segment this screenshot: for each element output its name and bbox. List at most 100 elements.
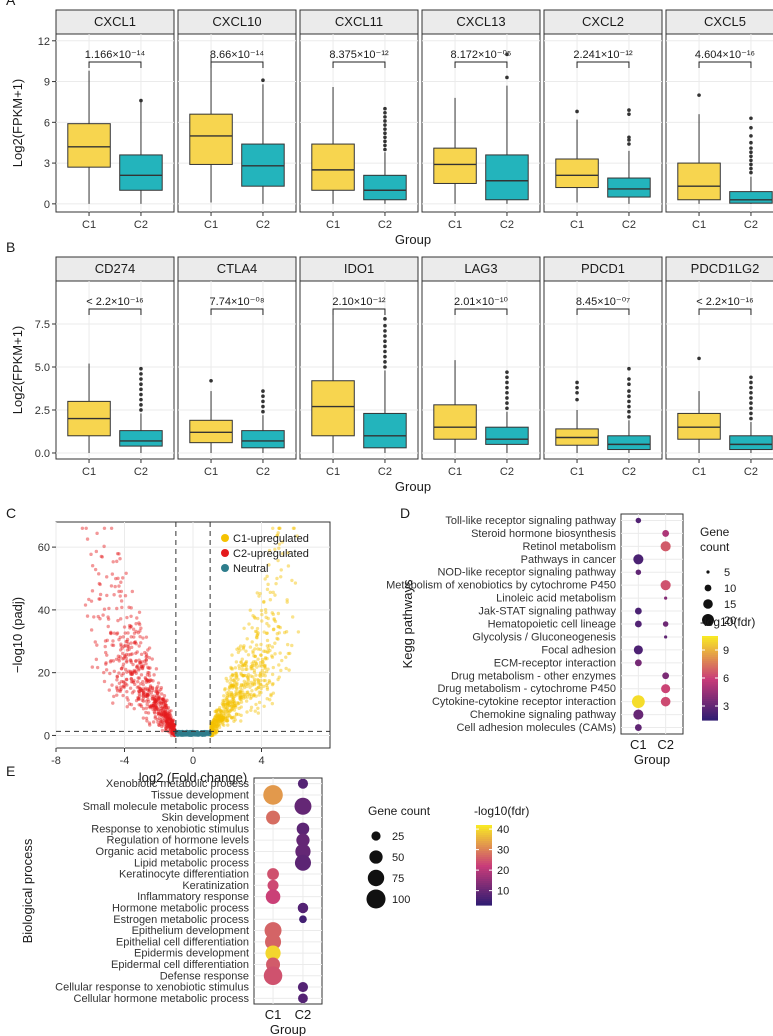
colorbar-segment <box>476 847 492 850</box>
volcano-point <box>220 722 225 726</box>
x-tick-label: C1 <box>448 219 462 231</box>
volcano-point <box>277 526 281 530</box>
volcano-point <box>221 717 225 722</box>
volcano-point <box>124 639 128 644</box>
volcano-point <box>214 713 218 718</box>
volcano-point <box>249 708 253 712</box>
volcano-point <box>250 683 255 687</box>
size-legend-key <box>369 850 383 864</box>
volcano-point <box>153 705 158 709</box>
volcano-point <box>270 655 275 659</box>
volcano-point <box>280 552 285 556</box>
volcano-point <box>168 727 173 732</box>
volcano-point <box>119 589 124 594</box>
volcano-point <box>141 694 145 698</box>
dot <box>263 966 283 986</box>
volcano-point <box>196 732 201 736</box>
volcano-point <box>129 624 133 629</box>
volcano-point <box>153 707 157 712</box>
colorbar-segment <box>476 855 492 858</box>
volcano-point <box>144 699 149 703</box>
volcano-point <box>145 677 149 682</box>
volcano-point <box>263 657 268 661</box>
volcano-point <box>168 722 172 727</box>
volcano-point <box>237 712 241 717</box>
colorbar-segment <box>702 669 718 673</box>
volcano-point <box>217 723 221 727</box>
volcano-point <box>267 624 271 628</box>
volcano-point <box>143 687 148 692</box>
volcano-point <box>215 715 220 720</box>
outlier-point <box>383 139 387 144</box>
volcano-point <box>211 725 215 729</box>
volcano-point <box>167 709 172 713</box>
volcano-point <box>170 726 175 730</box>
volcano-point <box>129 680 134 684</box>
x-tick-label: -4 <box>120 755 130 767</box>
volcano-point <box>218 709 223 713</box>
volcano-point <box>95 665 100 670</box>
x-tick-label: C2 <box>744 466 758 478</box>
volcano-point <box>119 644 123 648</box>
volcano-point <box>168 718 173 722</box>
volcano-point <box>154 686 159 690</box>
volcano-point <box>148 723 152 727</box>
volcano-point <box>229 715 233 719</box>
volcano-point <box>221 716 226 720</box>
colorbar-segment <box>476 887 492 890</box>
volcano-point <box>222 716 226 720</box>
volcano-point <box>141 694 145 698</box>
volcano-point <box>212 720 216 724</box>
volcano-point <box>224 676 228 681</box>
colorbar-segment <box>476 897 492 900</box>
colorbar-segment <box>702 648 718 652</box>
outlier-point <box>505 396 509 400</box>
volcano-point <box>172 722 176 727</box>
outlier-point <box>627 366 631 371</box>
outlier-point <box>261 389 265 393</box>
volcano-point <box>165 713 169 717</box>
volcano-point <box>129 652 133 657</box>
volcano-point <box>224 718 229 723</box>
volcano-point <box>168 727 172 731</box>
volcano-point <box>230 653 234 657</box>
y-tick-label: 6 <box>44 117 50 129</box>
volcano-point <box>215 727 219 731</box>
outlier-point <box>749 140 753 145</box>
volcano-point <box>224 703 228 707</box>
volcano-point <box>237 664 241 668</box>
outlier-point <box>505 385 509 390</box>
panel-d-kegg-dotplot: D Toll-like receptor signaling pathwaySte… <box>386 505 755 767</box>
volcano-point <box>272 618 277 622</box>
volcano-point <box>123 631 127 635</box>
dot <box>266 810 281 825</box>
volcano-point <box>137 676 141 680</box>
volcano-point <box>117 637 121 642</box>
volcano-point <box>170 721 174 725</box>
volcano-point <box>157 695 161 699</box>
x-tick-label: C2 <box>622 466 636 478</box>
volcano-point <box>149 703 153 708</box>
volcano-point <box>217 707 222 712</box>
volcano-point <box>250 689 254 693</box>
volcano-point <box>238 696 242 701</box>
volcano-point <box>164 703 169 708</box>
volcano-point <box>143 677 148 681</box>
volcano-point <box>231 697 235 701</box>
volcano-point <box>122 644 126 649</box>
volcano-point <box>249 692 253 697</box>
volcano-point <box>85 537 90 541</box>
volcano-point <box>209 722 214 726</box>
volcano-point <box>118 635 123 640</box>
volcano-point <box>169 717 173 722</box>
volcano-point <box>210 723 214 728</box>
volcano-point <box>85 614 90 618</box>
volcano-point <box>142 659 147 663</box>
volcano-point <box>134 651 138 655</box>
facet-strip <box>177 256 297 282</box>
facet-strip <box>543 9 663 35</box>
volcano-point <box>255 665 259 669</box>
size-legend-key <box>704 584 712 592</box>
significance-bracket <box>210 308 264 315</box>
